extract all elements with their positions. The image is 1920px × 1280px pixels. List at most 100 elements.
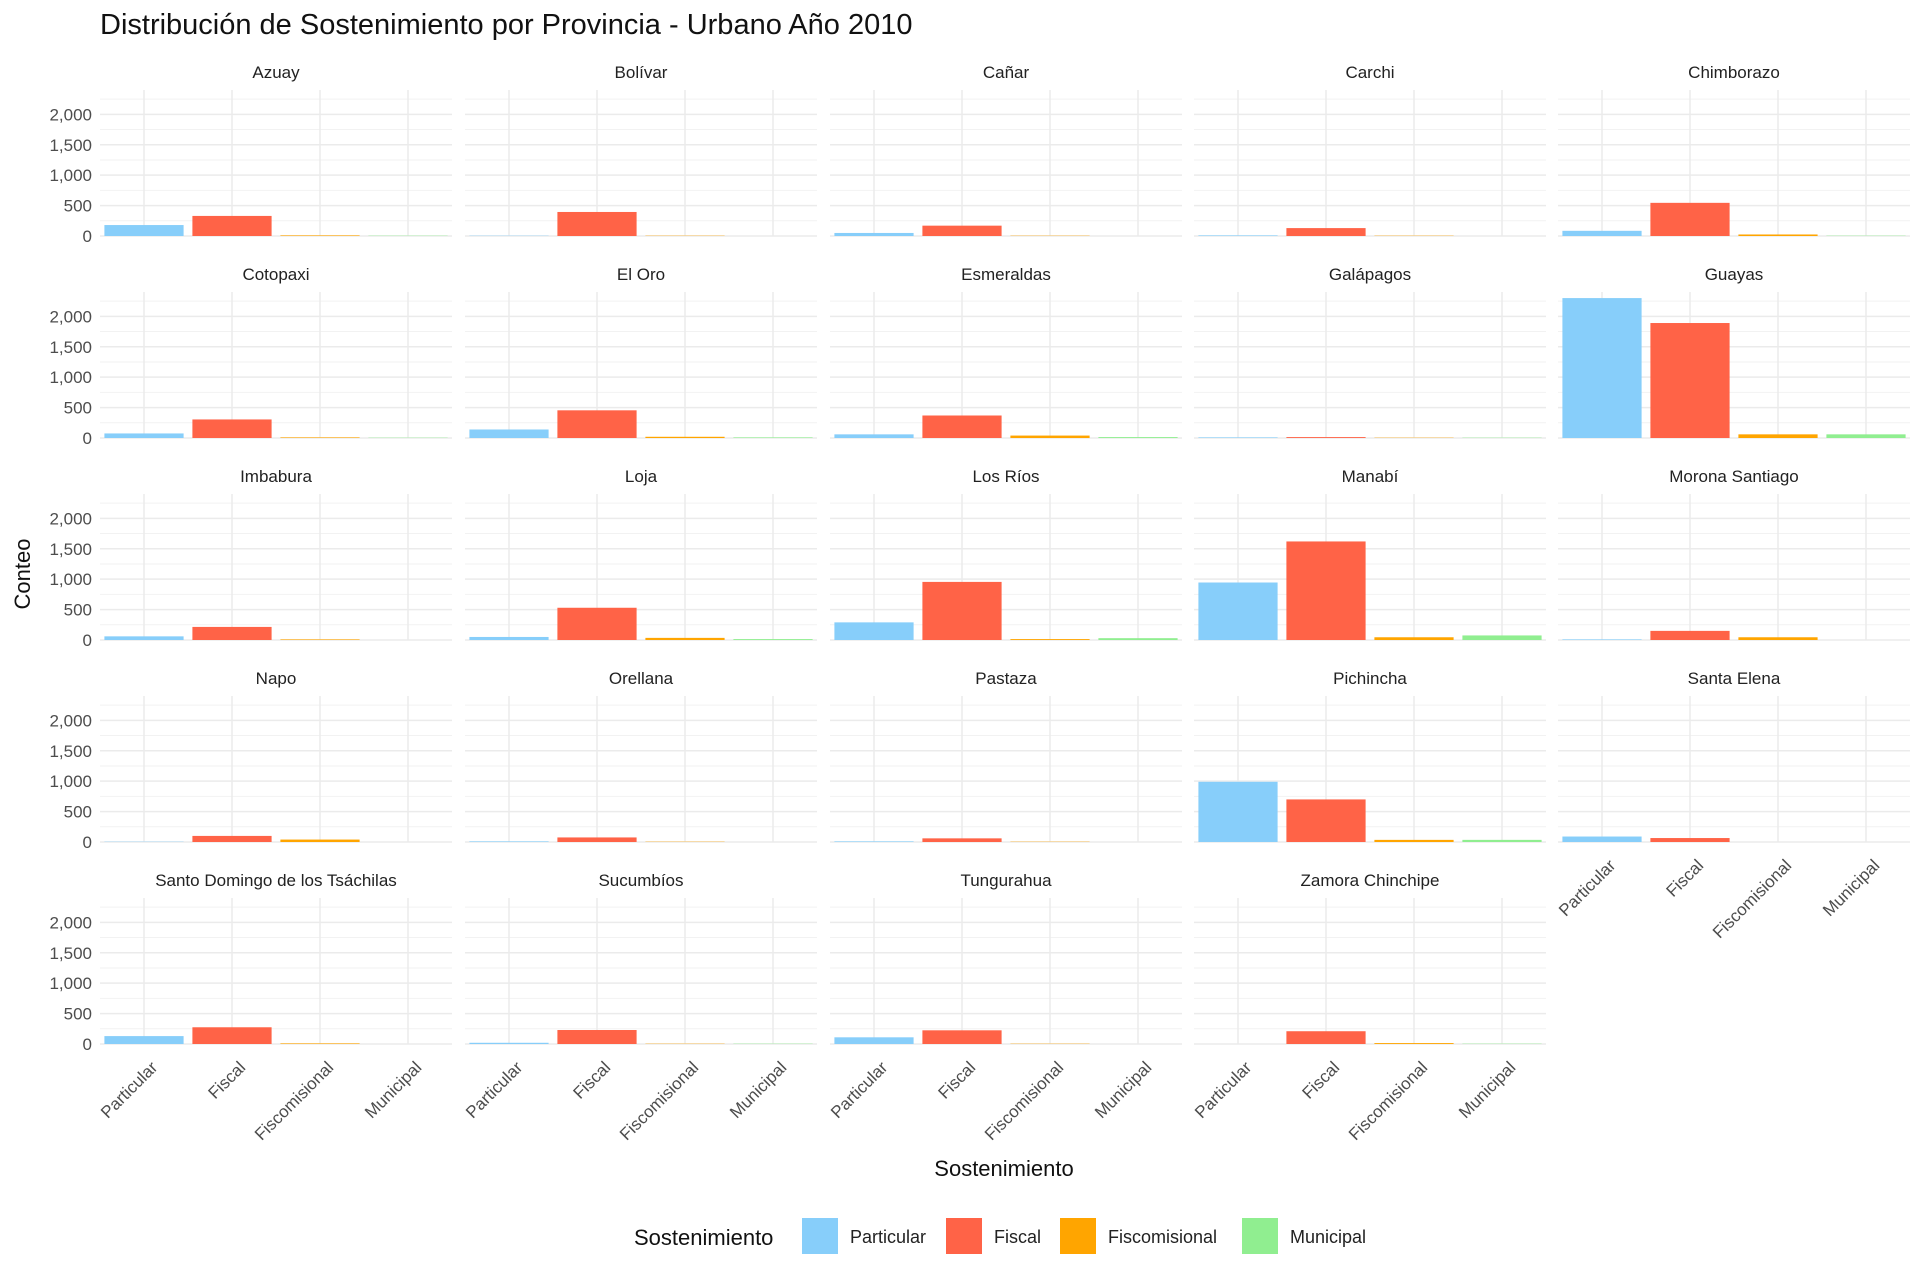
bar-esmeraldas-fiscal: [922, 415, 1002, 438]
facet-label: Los Ríos: [972, 467, 1039, 486]
y-tick-label: 0: [83, 429, 92, 448]
bar-galapagos-fiscal: [1286, 437, 1366, 438]
chart-title: Distribución de Sostenimiento por Provin…: [100, 9, 912, 41]
legend-item-municipal: Municipal: [1242, 1218, 1366, 1254]
facet-pichincha: Pichincha: [1194, 669, 1546, 843]
facet-morona-santiago: Morona Santiago: [1558, 467, 1910, 641]
facet-azuay: Azuay 0 500 1,000 1,500 2,000: [49, 63, 452, 246]
x-tick-label: Municipal: [1091, 1058, 1155, 1122]
facet-bolivar: Bolívar: [465, 63, 817, 237]
y-tick-label: 1,500: [49, 338, 92, 357]
facet-label: Santa Elena: [1688, 669, 1781, 688]
bar-orellana-fiscal: [557, 837, 637, 842]
legend-swatch: [1242, 1218, 1278, 1254]
facet-carchi: Carchi: [1194, 63, 1546, 237]
legend-label: Fiscomisional: [1108, 1227, 1217, 1247]
x-tick-label: Fiscomisional: [251, 1058, 337, 1144]
y-tick-label: 1,000: [49, 772, 92, 791]
legend-swatch: [1060, 1218, 1096, 1254]
x-tick-label: Municipal: [1819, 856, 1883, 920]
x-tick-label: Particular: [1191, 1058, 1255, 1122]
legend-label: Fiscal: [994, 1227, 1041, 1247]
bar-imbabura-fiscal: [192, 626, 272, 640]
x-tick-label: Particular: [827, 1058, 891, 1122]
bar-los-rios-particular: [834, 622, 914, 640]
facet-santa-elena: Santa Elena Particular Fiscal Fiscomisional…: [1555, 669, 1910, 942]
y-tick-label: 0: [83, 227, 92, 246]
facet-label: Carchi: [1345, 63, 1394, 82]
y-tick-label: 1,000: [49, 368, 92, 387]
bar-pichincha-particular: [1198, 781, 1278, 842]
x-tick-label: Fiscal: [204, 1058, 249, 1103]
bar-zamora-chinchipe-fiscal: [1286, 1031, 1366, 1044]
bar-guayas-fiscomisional: [1738, 434, 1818, 438]
y-tick-label: 500: [64, 1005, 92, 1024]
y-tick-label: 2,000: [49, 711, 92, 730]
bar-santa-elena-particular: [1562, 836, 1642, 842]
y-tick-label: 1,500: [49, 742, 92, 761]
x-tick-label: Particular: [97, 1058, 161, 1122]
bar-santo-domingo-de-los-tsachilas-fiscomisional: [280, 1043, 360, 1044]
facet-manabi: Manabí: [1194, 467, 1546, 641]
facet-zamora-chinchipe: Zamora Chinchipe Particular Fiscal Fiscomis…: [1191, 871, 1546, 1144]
bar-chimborazo-fiscomisional: [1738, 234, 1818, 236]
facet-label: Pichincha: [1333, 669, 1407, 688]
bar-el-oro-municipal: [733, 437, 813, 438]
facet-label: Sucumbíos: [598, 871, 683, 890]
bar-tungurahua-fiscal: [922, 1030, 1002, 1044]
bar-esmeraldas-municipal: [1098, 437, 1178, 438]
bar-loja-fiscomisional: [645, 637, 725, 640]
x-tick-label: Fiscomisional: [981, 1058, 1067, 1144]
facet-label: Loja: [625, 467, 658, 486]
bar-pichincha-municipal: [1462, 839, 1542, 842]
facet-chimborazo: Chimborazo: [1558, 63, 1910, 237]
bar-santa-elena-fiscal: [1650, 838, 1730, 842]
legend-label: Particular: [850, 1227, 926, 1247]
legend-title: Sostenimiento: [634, 1225, 773, 1250]
y-tick-label: 2,000: [49, 105, 92, 124]
bar-tungurahua-particular: [834, 1037, 914, 1044]
bar-cotopaxi-particular: [104, 433, 184, 438]
y-tick-label: 1,000: [49, 570, 92, 589]
y-tick-label: 500: [64, 399, 92, 418]
x-tick-label: Particular: [462, 1058, 526, 1122]
bar-manabi-particular: [1198, 582, 1278, 640]
bar-el-oro-particular: [469, 429, 549, 438]
facet-orellana: Orellana: [465, 669, 817, 843]
bar-los-rios-fiscal: [922, 581, 1002, 640]
legend-swatch: [946, 1218, 982, 1254]
facet-label: Orellana: [609, 669, 674, 688]
facet-label: Manabí: [1342, 467, 1399, 486]
facet-label: Pastaza: [975, 669, 1037, 688]
facet-label: Azuay: [252, 63, 300, 82]
bar-el-oro-fiscomisional: [645, 436, 725, 438]
bar-napo-fiscal: [192, 835, 272, 842]
facet-imbabura: Imbabura 0 500 1,000 1,500 2,000: [49, 467, 452, 650]
bar-manabi-fiscal: [1286, 541, 1366, 640]
facet-canar: Cañar: [830, 63, 1182, 237]
facet-label: Cañar: [983, 63, 1030, 82]
bar-morona-santiago-fiscomisional: [1738, 637, 1818, 640]
y-tick-label: 0: [83, 631, 92, 650]
x-tick-label: Fiscal: [1298, 1058, 1343, 1103]
bar-morona-santiago-particular: [1562, 639, 1642, 640]
bar-guayas-municipal: [1826, 434, 1906, 438]
y-tick-label: 2,000: [49, 307, 92, 326]
y-tick-label: 1,500: [49, 944, 92, 963]
bar-loja-municipal: [733, 639, 813, 640]
facet-pastaza: Pastaza: [830, 669, 1182, 843]
facet-sucumbios: Sucumbíos Particular Fiscal Fiscomisional Mu…: [462, 871, 817, 1144]
y-tick-label: 1,000: [49, 974, 92, 993]
bar-pichincha-fiscomisional: [1374, 839, 1454, 842]
bar-cotopaxi-fiscomisional: [280, 437, 360, 438]
legend: Sostenimiento Particular Fiscal Fiscomisio…: [634, 1218, 1366, 1254]
facet-guayas: Guayas: [1558, 265, 1910, 439]
facet-label: Guayas: [1705, 265, 1764, 284]
x-tick-label: Fiscomisional: [616, 1058, 702, 1144]
legend-swatch: [802, 1218, 838, 1254]
bar-loja-particular: [469, 636, 549, 640]
bar-chimborazo-fiscal: [1650, 202, 1730, 236]
bar-el-oro-fiscal: [557, 410, 637, 438]
bar-pichincha-fiscal: [1286, 799, 1366, 842]
